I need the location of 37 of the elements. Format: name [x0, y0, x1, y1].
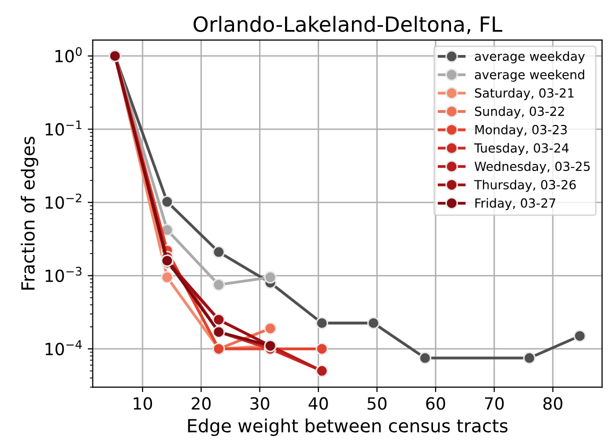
x-tick-label: 70 [484, 397, 504, 410]
y-tick-label: 10$^{−3}$ [46, 266, 82, 282]
legend-label: average weekday [474, 51, 585, 64]
x-axis-title: Edge weight between census tracts [188, 418, 508, 436]
point [160, 196, 174, 208]
x-tick-label: 80 [543, 397, 562, 410]
y-tick-label: 10$^{−1}$ [46, 120, 82, 136]
point [212, 246, 225, 258]
point [316, 342, 328, 356]
chart-title: Orlando-Lakeland-Deltona, FL [194, 16, 502, 34]
x-tick-label: 10 [134, 397, 152, 410]
legend-label: Thursday, 03-26 [474, 180, 576, 192]
legend-label: Friday, 03-27 [475, 198, 556, 210]
legend-label: Tuesday, 03-24 [474, 143, 569, 156]
point [574, 330, 586, 342]
point [316, 316, 328, 330]
y-tick-label: 10$^{−2}$ [46, 194, 82, 209]
point [523, 352, 536, 364]
y-axis-title: Fraction of edges [20, 136, 38, 290]
x-tick-label: 30 [250, 397, 270, 410]
y-tick-label: 10$^{0}$ [55, 47, 82, 62]
legend-label: Wednesday, 03-25 [474, 161, 590, 174]
x-tick-label: 50 [368, 397, 386, 410]
x-tick-label: 40 [308, 397, 328, 410]
legend-label: Monday, 03-23 [475, 124, 567, 137]
x-tick-label: 60 [426, 397, 446, 410]
point [367, 316, 380, 330]
point [264, 322, 277, 335]
y-tick-label: 10$^{−4}$ [46, 340, 82, 356]
legend-label: Saturday, 03-21 [475, 88, 574, 100]
point [212, 278, 225, 292]
point [264, 271, 277, 284]
point [160, 271, 174, 284]
legend-label: average weekend [474, 70, 584, 82]
x-tick-label: 20 [192, 397, 211, 410]
legend-label: Sunday, 03-22 [475, 106, 564, 118]
point [418, 352, 432, 364]
